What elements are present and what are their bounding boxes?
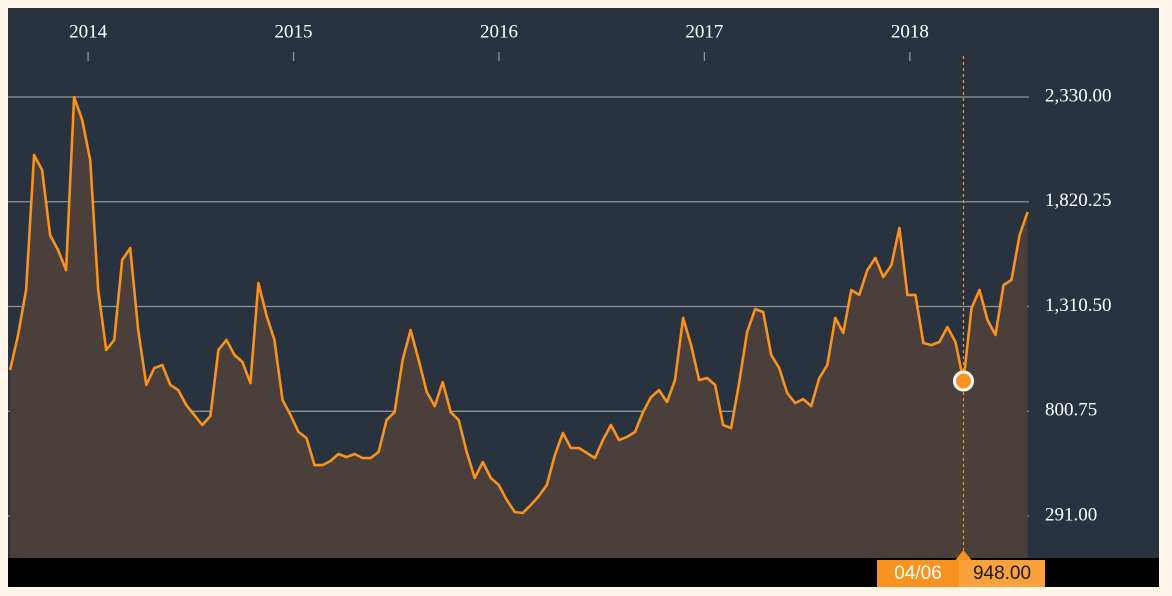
x-tick-label: 2017 (685, 21, 723, 42)
y-tick-label: 1,310.50 (1045, 295, 1112, 316)
value-label-box (959, 560, 1045, 587)
x-tick-label: 2016 (480, 21, 518, 42)
area (10, 97, 1028, 558)
crosshair-value: 948.00 (973, 563, 1031, 584)
line (8, 95, 1029, 515)
y-tick-label: 291.00 (1045, 504, 1097, 525)
y-tick-label: 1,820.25 (1045, 190, 1112, 211)
y-tick-label: 800.75 (1045, 400, 1097, 421)
x-tick-label: 2015 (275, 21, 313, 42)
crosshair-pointer (955, 550, 972, 560)
date-label-box (877, 560, 959, 587)
x-tick-label: 2014 (69, 21, 108, 42)
crosshair-date: 04/06 (894, 563, 942, 584)
x-tick-label: 2018 (891, 21, 929, 42)
y-tick-label: 2,330.00 (1045, 85, 1112, 106)
crosshair-point (952, 370, 974, 392)
